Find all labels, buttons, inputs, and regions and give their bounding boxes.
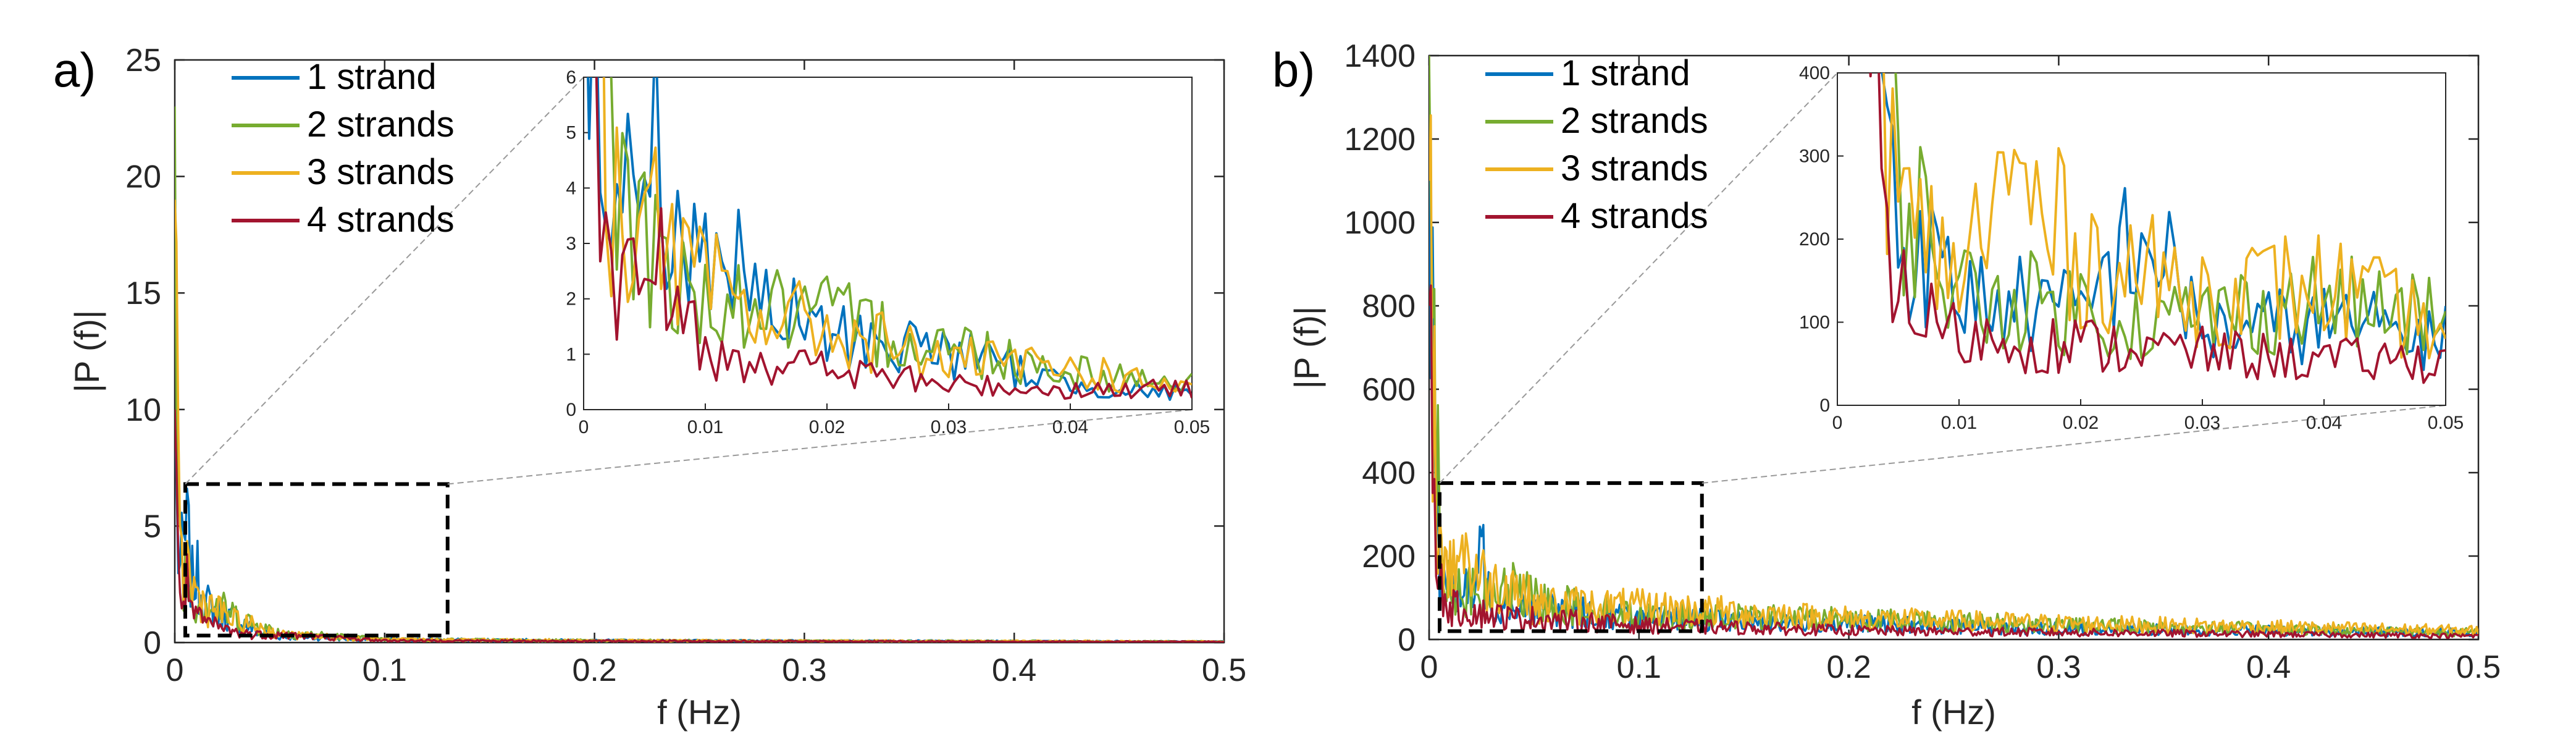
y-tick-label: 1400	[1344, 38, 1416, 74]
y-axis-label: |P (f)|	[67, 310, 106, 393]
x-tick-label: 0.1	[1617, 649, 1661, 685]
legend-entry: 1 strand	[307, 57, 437, 97]
plot-area	[174, 59, 1225, 644]
x-tick-label: 0.4	[2246, 649, 2291, 685]
panel-b: b)0 0.1 0.2 0.3 0.4 0.50200400600800100012001…	[1272, 38, 2501, 732]
x-tick-label: 0.5	[1202, 652, 1246, 688]
legend-entry: 3 strands	[307, 152, 455, 192]
inset-x-tick-label: 0	[579, 417, 589, 437]
inset-y-tick-label: 6	[566, 67, 576, 88]
zoom-connector	[1439, 72, 1838, 484]
zoom-connector	[185, 77, 584, 485]
x-tick-label: 0.1	[363, 652, 407, 688]
inset-x-tick-label: 0.02	[809, 417, 845, 437]
legend-entry: 3 strands	[1561, 148, 1708, 188]
inset-y-tick-label: 0	[566, 400, 576, 420]
x-tick-label: 0.2	[572, 652, 616, 688]
y-tick-label: 20	[125, 159, 161, 195]
y-tick-label: 1000	[1344, 205, 1416, 241]
y-tick-label: 5	[143, 508, 161, 544]
x-tick-label: 0.2	[1826, 649, 1871, 685]
inset-y-tick-label: 0	[1819, 395, 1830, 416]
series-line-1-strand	[175, 409, 1224, 643]
inset-x-tick-label: 0	[1832, 413, 1843, 433]
legend-entry: 2 strands	[307, 104, 455, 145]
legend-entry: 4 strands	[307, 200, 455, 240]
inset-y-tick-label: 200	[1799, 229, 1830, 250]
series-line-4-strands	[1429, 284, 2478, 639]
y-axis-label: |P (f)|	[1287, 306, 1326, 389]
y-tick-label: 25	[125, 43, 161, 78]
y-tick-label: 0	[143, 625, 161, 661]
inset-x-tick-label: 0.04	[1052, 417, 1088, 437]
y-tick-label: 15	[125, 276, 161, 311]
x-tick-label: 0	[1420, 649, 1438, 685]
inset-series-line-4-strands	[595, 77, 1192, 400]
legend-entry: 2 strands	[1561, 101, 1708, 141]
panel-label: b)	[1272, 43, 1315, 97]
inset-y-tick-label: 1	[566, 344, 576, 365]
legend-entry: 1 strand	[1561, 53, 1690, 93]
inset-y-tick-label: 2	[566, 289, 576, 310]
inset-x-tick-label: 0.02	[2063, 413, 2099, 433]
y-tick-label: 800	[1362, 289, 1416, 324]
inset-series-line-3-strands	[602, 77, 1192, 394]
x-tick-label: 0.3	[782, 652, 826, 688]
series-line-4-strands	[175, 409, 1224, 643]
zoom-box	[1437, 481, 1704, 633]
x-tick-label: 0.3	[2036, 649, 2081, 685]
inset-x-tick-label: 0.03	[2184, 413, 2220, 433]
x-tick-label: 0.5	[2456, 649, 2501, 685]
inset-y-tick-label: 3	[566, 234, 576, 254]
inset-x-tick-label: 0.03	[931, 417, 967, 437]
x-tick-label: 0	[166, 652, 184, 688]
y-tick-label: 1200	[1344, 122, 1416, 158]
inset-x-tick-label: 0.04	[2306, 413, 2342, 433]
inset-x-tick-label: 0.01	[687, 417, 723, 437]
plot-area	[1428, 54, 2480, 641]
zoom-connector	[1701, 405, 2446, 484]
inset-x-tick-label: 0.05	[1174, 417, 1210, 437]
y-tick-label: 200	[1362, 539, 1416, 575]
inset-x-tick-label: 0.05	[2428, 413, 2464, 433]
y-tick-label: 10	[125, 392, 161, 428]
inset-x-tick-label: 0.01	[1941, 413, 1977, 433]
y-tick-label: 400	[1362, 455, 1416, 491]
x-axis-label: f (Hz)	[657, 693, 742, 732]
inset-y-tick-label: 100	[1799, 313, 1830, 333]
inset-y-tick-label: 300	[1799, 146, 1830, 167]
inset-y-tick-label: 5	[566, 123, 576, 143]
y-tick-label: 600	[1362, 372, 1416, 408]
inset-series-line-4-strands	[1869, 73, 2446, 384]
y-tick-label: 0	[1398, 622, 1416, 658]
legend-entry: 4 strands	[1561, 196, 1708, 236]
x-tick-label: 0.4	[992, 652, 1036, 688]
inset-series-line-3-strands	[1882, 73, 2446, 360]
x-axis-label: f (Hz)	[1911, 693, 1996, 732]
inset-y-tick-label: 400	[1799, 63, 1830, 83]
panel-label: a)	[53, 43, 96, 97]
zoom-connector	[447, 409, 1193, 485]
inset-series-line-2-strands	[610, 77, 1192, 394]
zoom-box	[183, 482, 450, 638]
inset-y-tick-label: 4	[566, 178, 576, 198]
